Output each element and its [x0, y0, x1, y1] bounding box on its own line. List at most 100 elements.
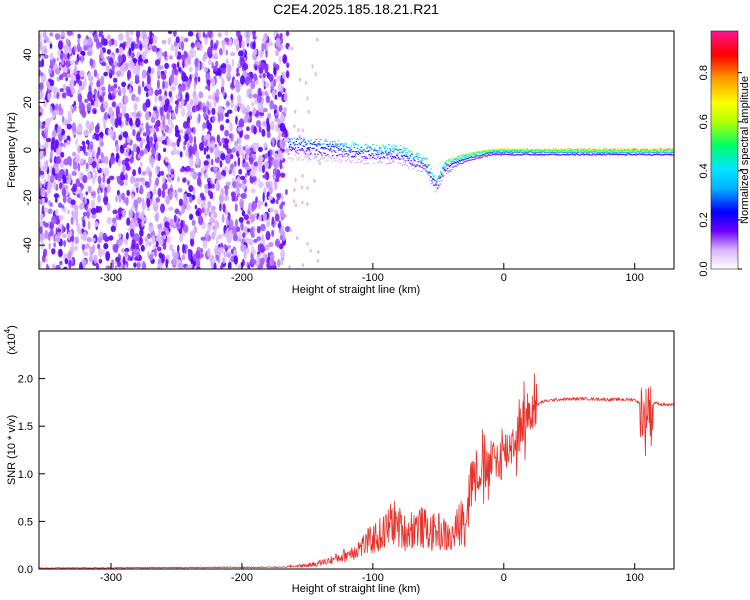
spectrogram-cell [467, 154, 470, 156]
spectrogram-cell [280, 249, 286, 259]
spectrogram-cell [149, 136, 153, 144]
spectrogram-cell [322, 157, 324, 159]
spectrogram-cell [416, 165, 418, 167]
spectrogram-cell [569, 154, 572, 156]
spectrogram-cell [597, 148, 599, 150]
spectrogram-cell [658, 149, 660, 151]
spectrogram-cell [56, 57, 59, 62]
spectrogram-cell [323, 157, 325, 159]
spectrogram-cell [49, 105, 53, 114]
spectrogram-cell [390, 157, 393, 159]
spectrogram-cell [148, 170, 153, 178]
spectrogram-cell [118, 46, 124, 56]
spectrogram-cell [57, 172, 62, 182]
snr-y-axis: 0.00.51.01.52.0 [18, 374, 45, 576]
spectrogram-cell [355, 151, 358, 153]
spectrogram-cell [557, 154, 560, 156]
spectrogram-cell [471, 159, 473, 161]
spectrogram-cell [379, 158, 381, 159]
spectrogram-cell [180, 219, 184, 228]
spectrogram-cell [556, 151, 559, 153]
spectrogram-cell [70, 216, 74, 225]
spectrogram-cell [573, 153, 576, 155]
spectrogram-cell [460, 157, 463, 159]
spectrogram-cell [624, 154, 627, 156]
spectrogram-cell [56, 76, 60, 82]
spectrogram-cell [497, 151, 500, 153]
spectrogram-cell [338, 149, 341, 151]
spectrogram-cell [581, 151, 583, 153]
spectrogram-cell [97, 194, 101, 203]
spectrogram-cell [84, 98, 89, 104]
spectrogram-cell [432, 178, 434, 179]
spectrogram-cell [465, 157, 468, 159]
spectrogram-cell [348, 147, 351, 149]
spectrogram-cell [142, 148, 148, 155]
spectrogram-cell [294, 155, 297, 157]
spectrogram-cell [252, 107, 257, 115]
spectrogram-cell [310, 152, 312, 154]
spectrogram-cell [88, 255, 94, 263]
spectrogram-cell [330, 148, 332, 150]
spectrogram-cell [521, 150, 524, 152]
spectrogram-cell [617, 151, 620, 153]
spectrogram-cell [316, 145, 318, 147]
spectrogram-cell [265, 230, 271, 241]
spectrogram-cell [654, 154, 656, 156]
spectrogram-cell [119, 67, 123, 73]
spectrogram-cell [604, 152, 606, 154]
spectrogram-cell [365, 163, 367, 164]
spectrogram-cell [333, 158, 336, 160]
spectrogram-cell [112, 209, 118, 215]
spectrogram-cell [300, 138, 303, 140]
spectrogram-cell [394, 145, 397, 147]
spectrogram-cell [49, 229, 54, 237]
spectrogram-cell [489, 152, 491, 154]
spectrogram-cell [336, 143, 339, 145]
spectrogram-cell [201, 201, 206, 206]
spectrogram-cell [178, 67, 182, 72]
spectrogram-cell [577, 150, 579, 152]
spectrogram-cell [589, 150, 591, 152]
spectrogram-cell [405, 154, 408, 156]
spectrogram-cell [297, 128, 300, 132]
spectrogram-cell [90, 191, 96, 197]
spectrogram-cell [207, 180, 211, 189]
spectrogram-cell [247, 264, 251, 269]
spectrogram-cell [551, 150, 554, 152]
spectrogram-cell [446, 165, 449, 167]
spectrogram-cell [578, 148, 580, 150]
spectrogram-cell [298, 134, 301, 139]
spectrogram-cell [202, 56, 206, 62]
spectrogram-cell [59, 182, 62, 190]
spectrogram-cell [579, 154, 581, 156]
spectrogram-cell [620, 154, 623, 156]
spectrogram-cell [315, 150, 317, 152]
spectrogram-cell [612, 151, 615, 153]
spectrogram-cell [592, 153, 594, 155]
spectrogram-cell [242, 62, 249, 71]
spectrogram-cell [109, 85, 115, 92]
spectrogram-cell [333, 146, 336, 147]
spectrogram-cell [124, 251, 129, 257]
spectrogram-cell [516, 148, 519, 150]
spectrogram-cell [234, 140, 239, 146]
spectrogram-cell [663, 153, 666, 155]
spectrogram-cell [557, 150, 560, 152]
spectrogram-cell [448, 158, 451, 160]
spectrogram-cell [255, 196, 258, 204]
spectrogram-cell [441, 175, 444, 177]
spectrogram-cell [531, 150, 533, 152]
spectrogram-cell [528, 150, 530, 152]
spectrogram-cell [79, 70, 85, 78]
spectrogram-cell [355, 152, 358, 154]
spectrogram-cell [331, 144, 333, 146]
spectrogram-cell [454, 161, 457, 163]
spectrogram-cell [224, 210, 229, 215]
spectrogram-cell [274, 238, 281, 247]
spectrogram-cell [599, 153, 601, 155]
spectrogram-cell [306, 147, 308, 149]
spectrogram-heatmap [39, 31, 674, 269]
spectrogram-cell [292, 142, 295, 144]
spectrogram-cell [349, 151, 352, 153]
